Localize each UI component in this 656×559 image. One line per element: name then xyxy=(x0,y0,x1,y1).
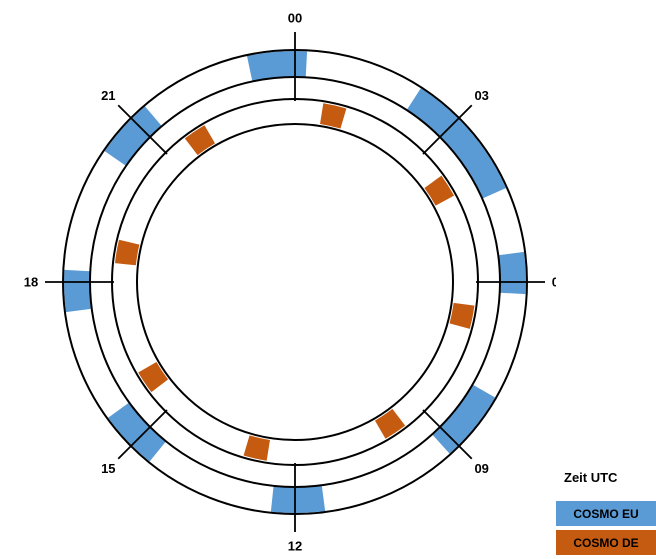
legend: Zeit UTC COSMO EU COSMO DE xyxy=(556,470,656,559)
cosmo-de-run-segment xyxy=(138,362,169,393)
cosmo-eu-run-segment xyxy=(432,384,496,454)
hour-label-18: 18 xyxy=(24,275,38,290)
hour-label-09: 09 xyxy=(474,461,488,476)
hour-ticks xyxy=(45,32,545,532)
hour-tick xyxy=(117,409,168,460)
cosmo-de-run-segment xyxy=(424,175,455,206)
ring-circle xyxy=(136,123,454,441)
cosmo-eu-run-segment xyxy=(270,485,326,513)
cosmo-eu-run-segment xyxy=(246,50,308,82)
cosmo-de-run-segment xyxy=(320,103,347,129)
cosmo-eu-run-segment xyxy=(108,402,166,462)
legend-title: Zeit UTC xyxy=(564,470,618,485)
hour-tick xyxy=(422,409,473,460)
hour-label-03: 03 xyxy=(474,88,488,103)
hour-label-15: 15 xyxy=(101,461,115,476)
cosmo-de-run-segment xyxy=(184,125,215,156)
hour-label-12: 12 xyxy=(288,539,302,554)
hour-tick xyxy=(422,104,473,155)
hour-labels: 00 03 06 09 12 15 18 21 xyxy=(24,11,556,554)
run-schedule-diagram: 00 03 06 09 12 15 18 21 xyxy=(24,11,556,554)
hour-label-21: 21 xyxy=(101,88,115,103)
cosmo-de-run-segment xyxy=(243,435,270,461)
hour-label-00: 00 xyxy=(288,11,302,26)
cosmo-de-run-segment xyxy=(114,239,140,266)
cosmo-eu-run-segment xyxy=(104,106,162,166)
hour-tick xyxy=(117,104,168,155)
cosmo-eu-run-segment xyxy=(63,269,92,313)
cosmo-eu-run-segment xyxy=(406,88,507,199)
hour-label-06: 06 xyxy=(552,275,556,290)
ring-fills xyxy=(63,50,526,513)
legend-item-cosmo-eu: COSMO EU xyxy=(556,501,656,526)
legend-item-cosmo-de: COSMO DE xyxy=(556,530,656,555)
cosmo-de-run-segment xyxy=(449,302,475,329)
cosmo-eu-run-segment xyxy=(498,251,526,295)
cosmo-de-run-segment xyxy=(375,408,406,439)
